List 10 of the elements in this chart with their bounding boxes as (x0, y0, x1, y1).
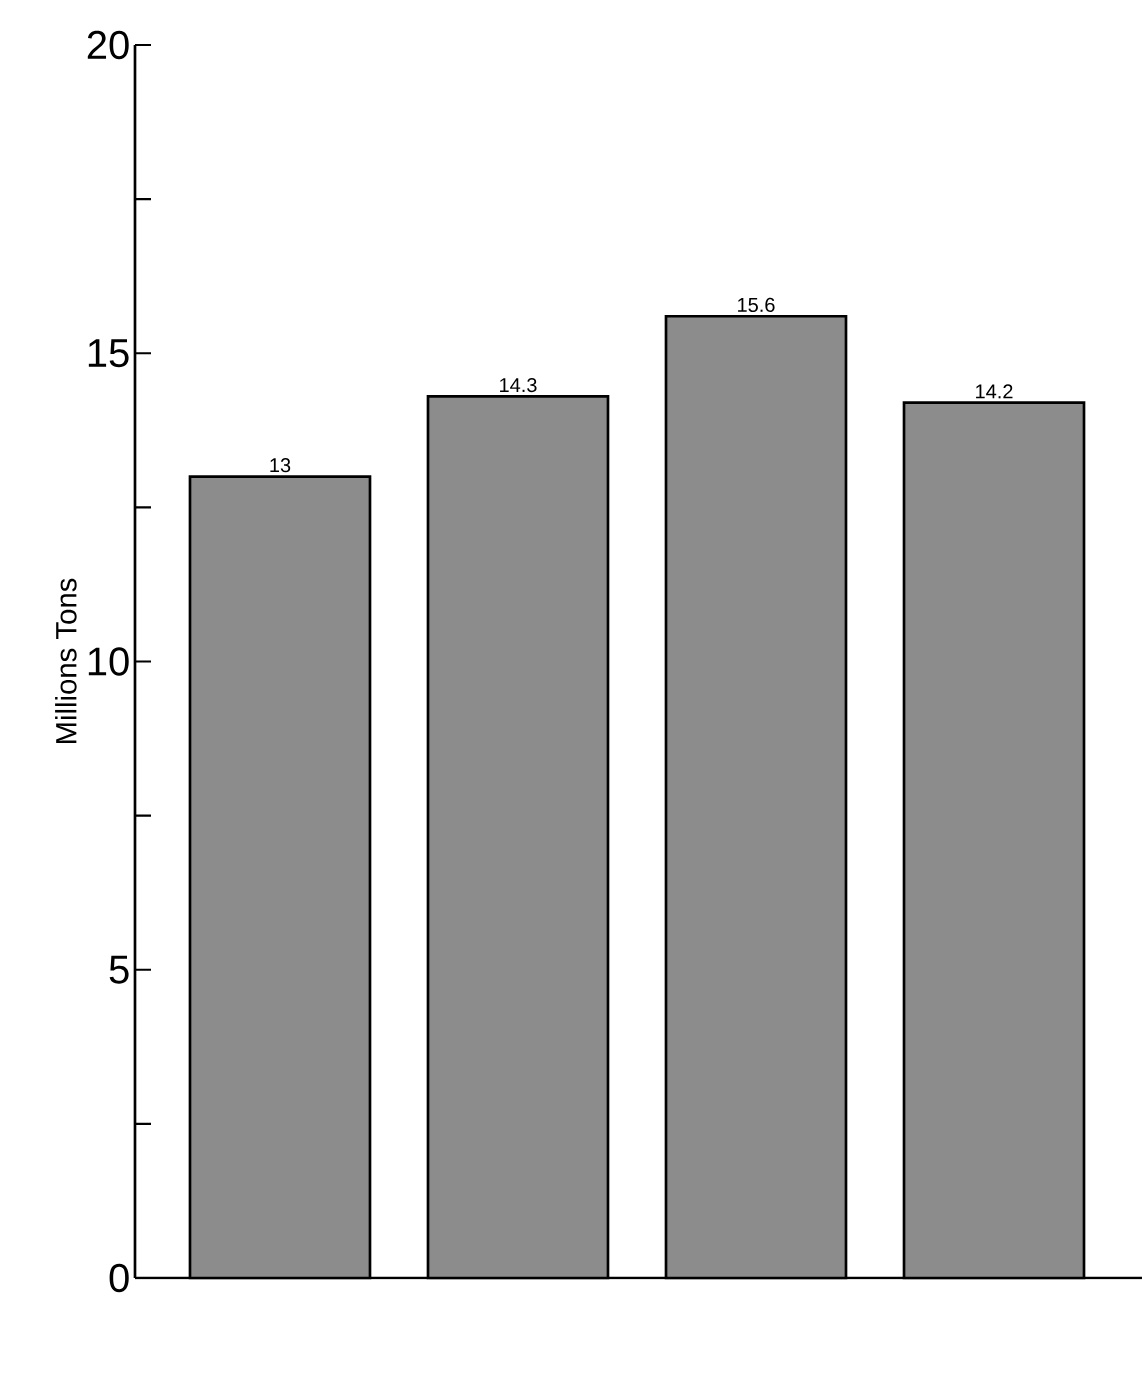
data-label: 14.3 (500, 377, 537, 393)
y-tick-label: 15 (88, 339, 129, 368)
y-tick-label: 20 (87, 30, 129, 60)
y-tick-label: 10 (88, 647, 129, 676)
y-tick-label: 0 (109, 1263, 129, 1293)
y-axis-title: Millions Tons (55, 578, 77, 744)
y-tick-label: 5 (109, 955, 129, 984)
data-label: 14.2 (976, 384, 1013, 399)
data-label: 13 (270, 458, 291, 473)
data-label: 15.6 (738, 297, 775, 312)
